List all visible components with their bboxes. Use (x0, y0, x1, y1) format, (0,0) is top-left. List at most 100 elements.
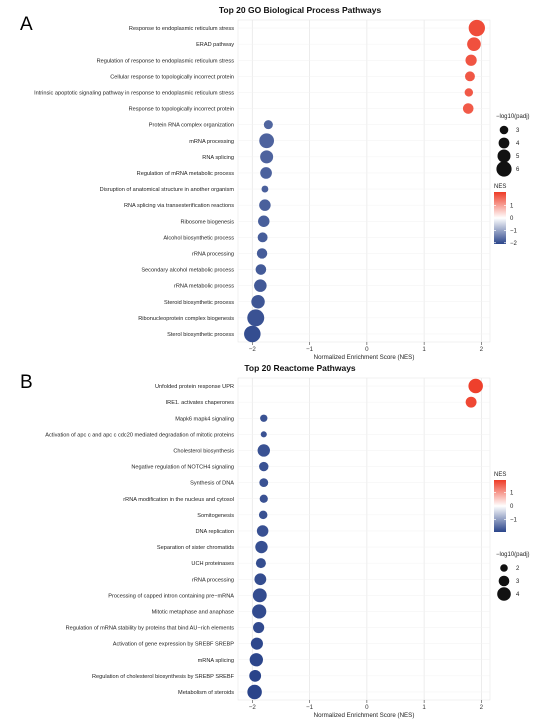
pathway-dot (256, 525, 269, 537)
pathway-label: Cholesterol biosynthesis (173, 448, 234, 454)
panel-a: A Top 20 GO Biological Process Pathways Re… (20, 5, 530, 361)
color-legend-label: 0 (510, 216, 514, 222)
pathway-dot (465, 396, 477, 408)
size-legend-dot (498, 575, 510, 587)
pathway-label: Regulation of mRNA stability by proteins… (66, 626, 235, 632)
pathway-dot (468, 19, 485, 37)
pathway-label: Response to endoplasmic reticulum stress (129, 26, 234, 32)
pathway-label: Regulation of mRNA metabolic process (137, 171, 235, 177)
pathway-dot (249, 653, 263, 667)
x-tick-label: 1 (422, 704, 426, 711)
pathway-dot (254, 279, 267, 292)
color-legend-bar (494, 480, 506, 532)
plot-area (237, 19, 491, 343)
pathway-label: Ribosome biogenesis (181, 219, 235, 225)
pathway-label: Processing of capped intron containing p… (108, 593, 234, 599)
pathway-dot (255, 540, 268, 554)
size-legend-title: −log10(padj) (496, 114, 530, 120)
pathway-label: Steroid biosynthetic process (164, 300, 234, 306)
size-legend-label: 4 (516, 592, 520, 598)
color-legend-label: 1 (510, 204, 514, 210)
pathway-label: Unfolded protein response UPR (155, 384, 234, 390)
pathway-label: rRNA processing (192, 251, 234, 257)
size-legend-dot (496, 161, 512, 177)
pathway-label: Alcohol biosynthetic process (163, 235, 234, 241)
pathway-dot (259, 133, 275, 149)
pathway-label: Activation of gene expression by SREBF S… (113, 642, 235, 648)
pathway-label: rRNA metabolic process (174, 284, 234, 290)
pathway-dot (464, 71, 475, 82)
size-legend-dot (497, 149, 511, 163)
pathway-dot (249, 669, 262, 682)
pathway-dot (464, 88, 473, 97)
chart-title: Top 20 GO Biological Process Pathways (219, 5, 382, 15)
x-axis-title: Normalized Enrichment Score (NES) (314, 354, 415, 361)
pathway-dot (257, 444, 270, 457)
size-legend-dot (499, 125, 509, 135)
chart-title: Top 20 Reactome Pathways (244, 363, 356, 373)
pathway-label: RNA splicing via transesterification rea… (124, 203, 234, 209)
pathway-dot (263, 120, 273, 130)
pathway-label: Mapk6 mapk4 signaling (175, 416, 234, 422)
pathway-label: DNA replication (195, 529, 234, 535)
pathway-label: Regulation of response to endoplasmic re… (97, 58, 235, 64)
color-legend-title: NES (494, 472, 506, 478)
pathway-label: IRE1. activates chaperones (166, 400, 235, 406)
pathway-label: Mitotic metaphase and anaphase (152, 609, 234, 615)
size-legend-label: 6 (516, 167, 520, 173)
pathway-dot (244, 325, 261, 343)
pathway-dot (255, 264, 267, 275)
x-tick-label: 0 (365, 704, 369, 711)
pathway-label: Sterol biosynthetic process (167, 332, 234, 338)
pathway-label: Regulation of cholesterol biosynthesis b… (92, 674, 235, 680)
pathway-dot (247, 309, 265, 327)
pathway-label: ERAD pathway (196, 42, 234, 48)
x-tick-label: 0 (365, 346, 369, 353)
size-legend-label: 2 (516, 566, 520, 572)
x-tick-label: 1 (422, 346, 426, 353)
pathway-label: Activation of apc c and apc c cdc20 medi… (45, 432, 234, 438)
pathway-label: Somitogenesis (197, 513, 234, 519)
pathway-label: Separation of sister chromatids (157, 545, 234, 551)
size-legend-label: 4 (516, 141, 520, 147)
x-tick-label: −1 (306, 704, 314, 711)
x-tick-label: 2 (480, 346, 484, 353)
pathway-dot (259, 461, 269, 472)
pathway-label: Secondary alcohol metabolic process (141, 268, 234, 274)
x-axis-title: Normalized Enrichment Score (NES) (314, 712, 415, 719)
color-legend-label: −1 (510, 517, 518, 523)
pathway-dot (256, 248, 268, 259)
pathway-dot (260, 167, 272, 179)
panel-label: B (20, 372, 33, 393)
pathway-label: Ribonucleoprotein complex biogenesis (138, 316, 234, 322)
size-legend-dot (497, 587, 511, 601)
x-tick-label: −2 (249, 346, 257, 353)
pathway-label: RNA splicing (202, 155, 234, 161)
pathway-dot (250, 637, 263, 650)
pathway-dot (260, 414, 268, 422)
pathway-dot (253, 621, 265, 634)
color-legend-title: NES (494, 184, 506, 190)
color-legend-label: 1 (510, 491, 514, 497)
color-legend-label: 0 (510, 504, 514, 510)
pathway-dot (258, 215, 270, 227)
pathway-label: Protein RNA complex organization (149, 123, 234, 129)
pathway-label: Disruption of anatomical structure in an… (100, 187, 235, 193)
size-legend-dot (500, 564, 508, 572)
pathway-label: Cellular response to topologically incor… (110, 74, 234, 80)
pathway-label: rRNA processing (192, 577, 234, 583)
x-tick-label: −2 (249, 704, 257, 711)
plot-area (237, 377, 491, 701)
pathway-dot (259, 199, 271, 211)
pathway-dot (254, 573, 267, 586)
pathway-dot (258, 510, 268, 520)
pathway-dot (251, 295, 265, 309)
pathway-dot (247, 684, 262, 700)
color-legend-bar (494, 192, 506, 244)
pathway-label: mRNA splicing (198, 658, 234, 664)
color-legend-label: −2 (510, 241, 518, 247)
pathway-label: Synthesis of DNA (190, 481, 234, 487)
size-legend-dot (498, 137, 510, 149)
pathway-label: mRNA processing (189, 139, 234, 145)
